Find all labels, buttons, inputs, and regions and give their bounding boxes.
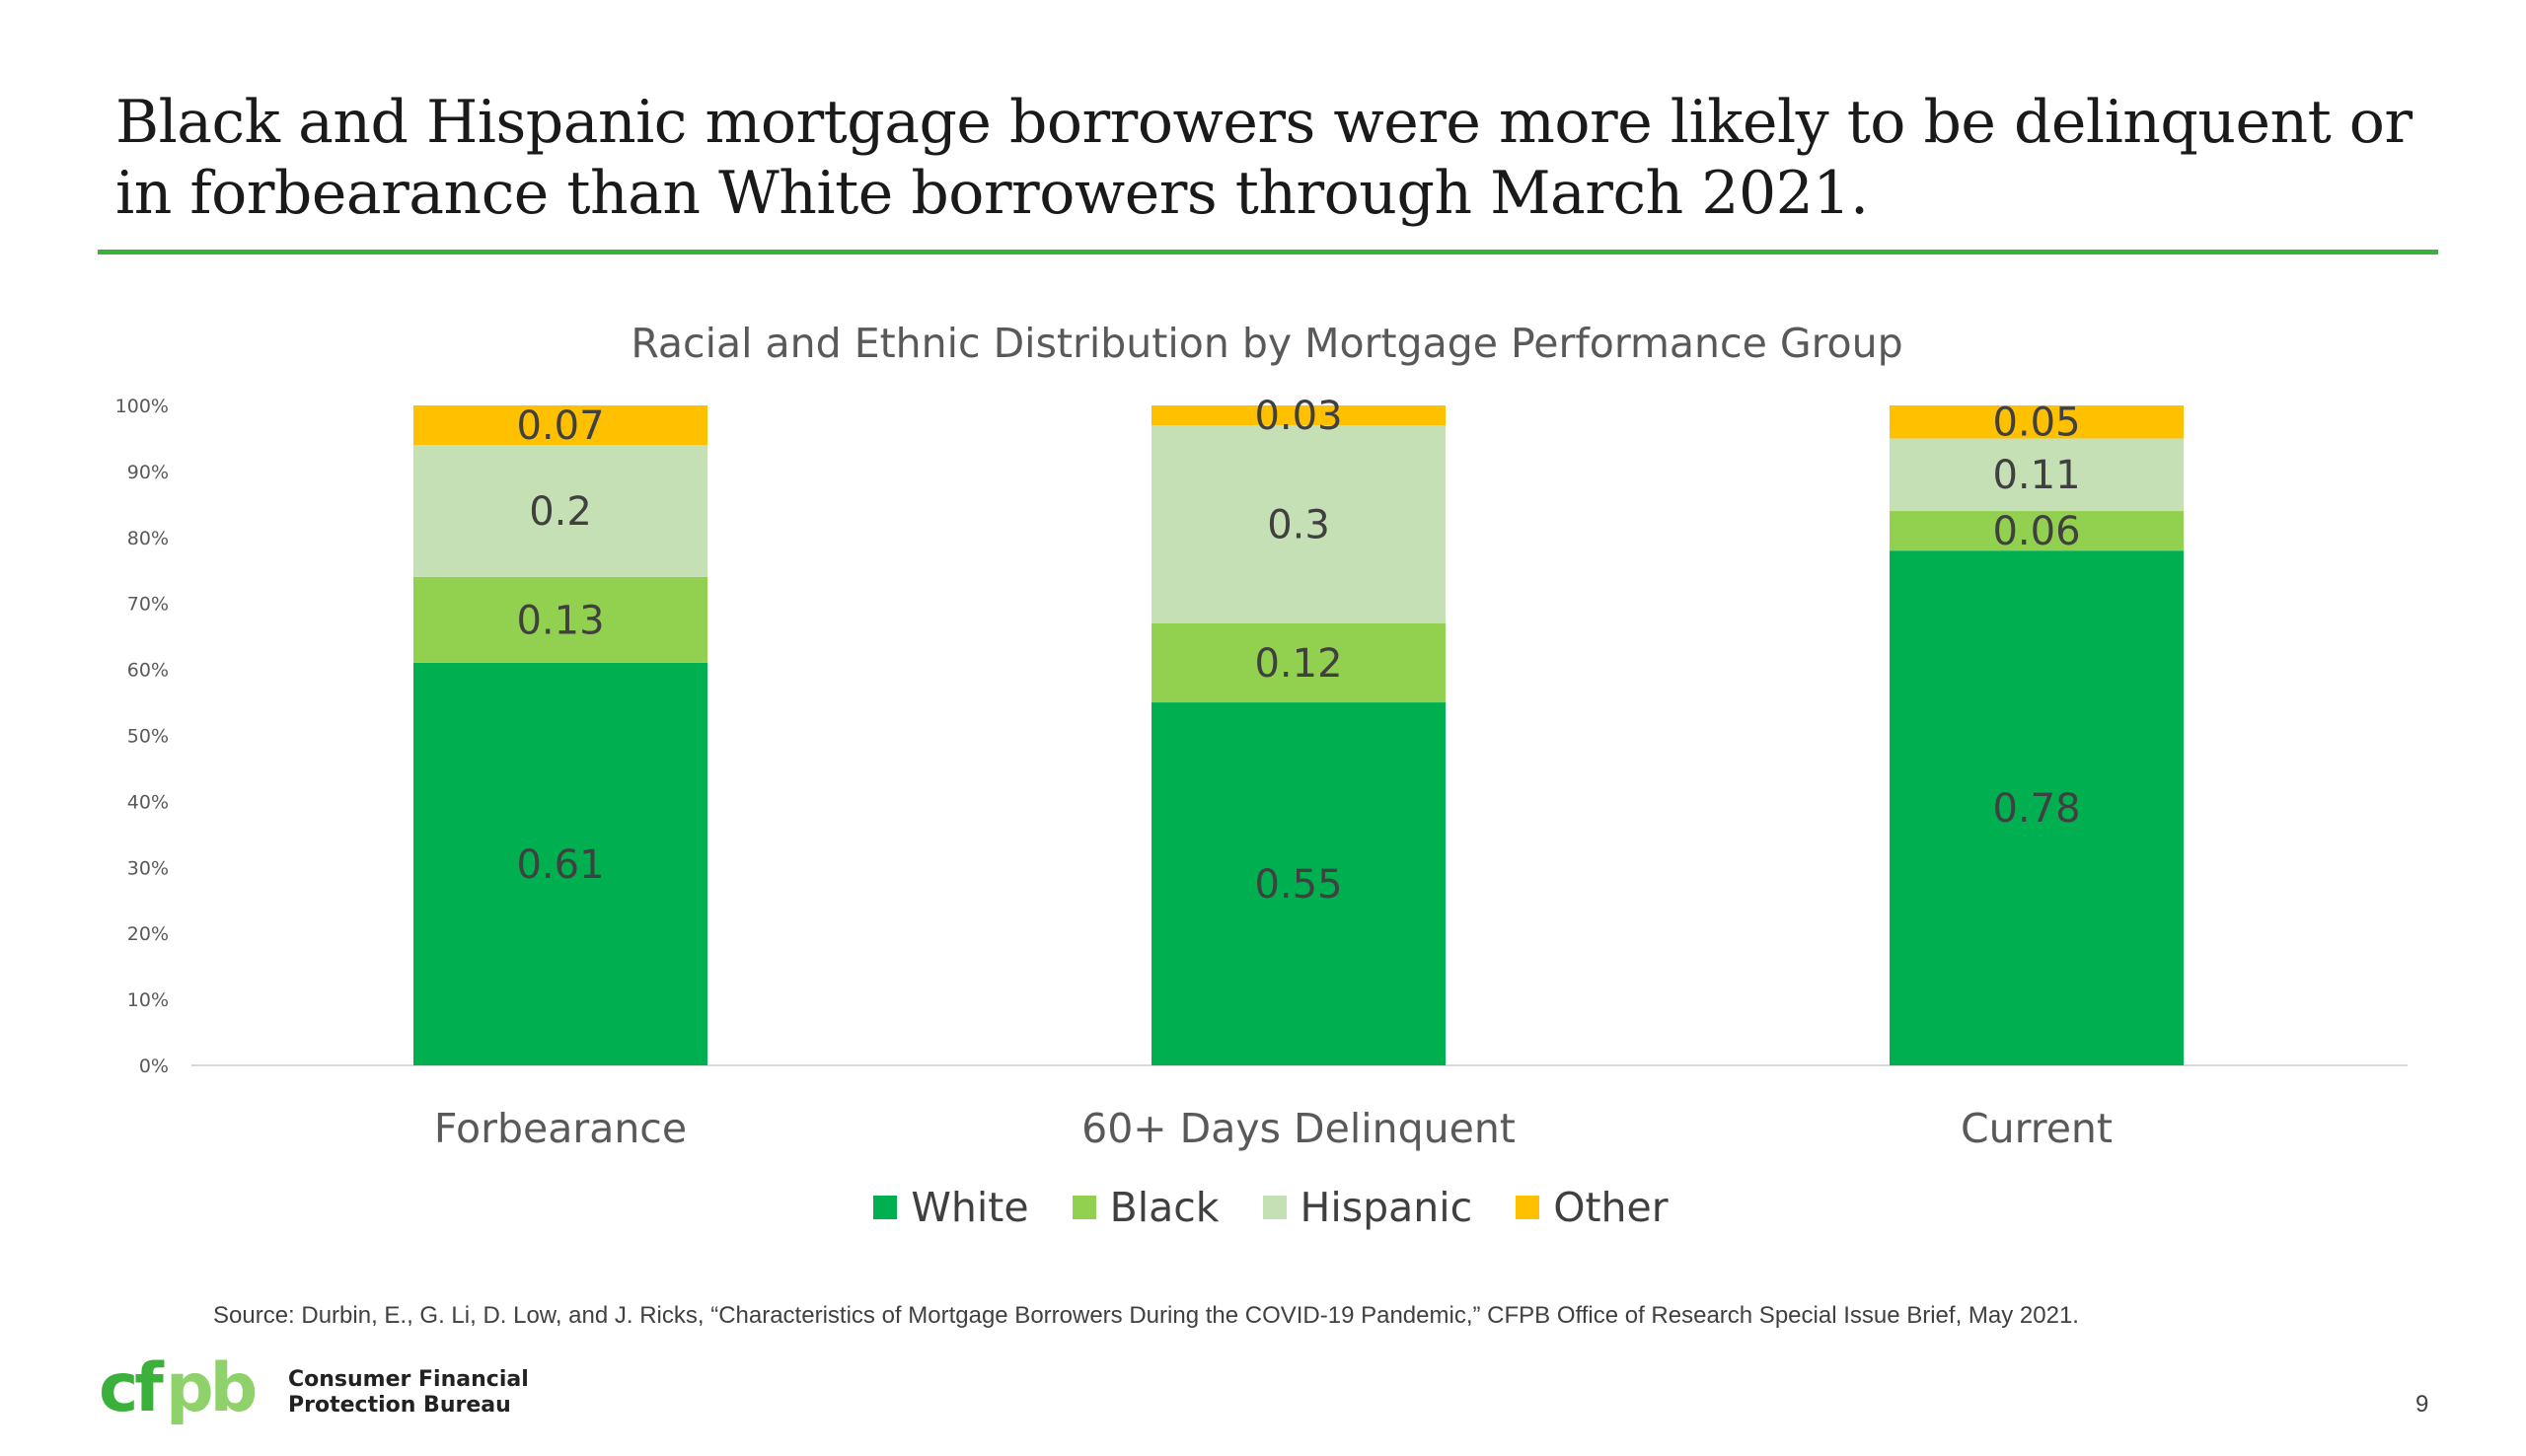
y-tick-label: 60% xyxy=(127,660,169,682)
data-label: 0.78 xyxy=(1992,786,2080,832)
y-axis: 0% 10% 20% 30% 40% 50% 60% 70% 80% 90% 100% xyxy=(115,396,169,1077)
legend-item-black: Black xyxy=(1072,1184,1220,1231)
y-tick-label: 70% xyxy=(127,594,169,616)
bar-segment-black xyxy=(1890,511,2184,551)
bar-segment-hispanic xyxy=(413,445,707,577)
bar-segment-other xyxy=(1890,405,2184,439)
legend-item-other: Other xyxy=(1516,1184,1669,1231)
legend-label: Other xyxy=(1553,1184,1669,1231)
logo-line-2: Protection Bureau xyxy=(288,1393,511,1418)
legend-label: Hispanic xyxy=(1300,1184,1473,1231)
y-tick-label: 50% xyxy=(127,726,169,748)
legend-swatch xyxy=(873,1196,898,1219)
svg-text:pb: pb xyxy=(166,1353,256,1427)
cfpb-logo: cf pb Consumer Financial Protection Bure… xyxy=(99,1353,529,1432)
source-citation: Source: Durbin, E., G. Li, D. Low, and J… xyxy=(213,1302,2079,1329)
data-label: 0.07 xyxy=(516,403,604,449)
page-number: 9 xyxy=(2415,1391,2429,1418)
bar-segment-white xyxy=(413,662,707,1065)
data-label: 0.3 xyxy=(1267,502,1330,547)
legend-swatch xyxy=(1516,1196,1540,1219)
bars: 0.61 0.13 0.2 0.07 0.55 0.12 0.3 0.03 0.78 0.06 0.… xyxy=(413,394,2184,1065)
y-tick-label: 30% xyxy=(127,857,169,879)
stacked-bar-chart: Racial and Ethnic Distribution by Mortga… xyxy=(115,320,2408,1152)
svg-text:cf: cf xyxy=(99,1353,165,1427)
data-label: 0.05 xyxy=(1992,400,2080,446)
logo-line-1: Consumer Financial xyxy=(288,1367,529,1392)
chart-title: Racial and Ethnic Distribution by Mortga… xyxy=(631,320,1902,367)
data-label: 0.11 xyxy=(1992,453,2080,498)
y-tick-label: 20% xyxy=(127,923,169,945)
cfpb-logo-text: Consumer Financial Protection Bureau xyxy=(288,1367,529,1419)
y-tick-label: 100% xyxy=(115,396,169,417)
y-tick-label: 80% xyxy=(127,528,169,549)
y-tick-label: 90% xyxy=(127,462,169,483)
title-divider xyxy=(98,250,2438,255)
bar-segment-black xyxy=(1152,622,1446,703)
legend-label: White xyxy=(911,1184,1029,1231)
x-axis: Forbearance 60+ Days Delinquent Current xyxy=(434,1105,2113,1152)
y-tick-label: 10% xyxy=(127,989,169,1011)
bar-segment-black xyxy=(413,576,707,663)
slide-title: Black and Hispanic mortgage borrowers we… xyxy=(115,88,2413,228)
legend-item-hispanic: Hispanic xyxy=(1262,1184,1473,1231)
data-label: 0.2 xyxy=(529,489,592,535)
data-label: 0.61 xyxy=(516,842,604,888)
x-category-label: 60+ Days Delinquent xyxy=(1081,1105,1516,1152)
bar-segment-hispanic xyxy=(1890,438,2184,512)
bar-segment-white xyxy=(1890,550,2184,1065)
y-tick-label: 0% xyxy=(139,1056,169,1077)
legend-swatch xyxy=(1262,1196,1287,1219)
bar-segment-hispanic xyxy=(1152,425,1446,623)
cfpb-logo-mark: cf pb xyxy=(99,1353,266,1432)
data-label: 0.13 xyxy=(516,598,604,643)
chart-legend: White Black Hispanic Other xyxy=(0,1184,2526,1231)
data-label: 0.03 xyxy=(1254,394,1342,439)
y-tick-label: 40% xyxy=(127,791,169,813)
x-category-label: Forbearance xyxy=(434,1105,687,1152)
legend-swatch xyxy=(1072,1196,1096,1219)
legend-label: Black xyxy=(1109,1184,1220,1231)
data-label: 0.06 xyxy=(1992,509,2080,554)
data-label: 0.55 xyxy=(1254,862,1342,908)
bar-segment-white xyxy=(1152,702,1446,1065)
x-category-label: Current xyxy=(1961,1105,2113,1152)
legend-item-white: White xyxy=(873,1184,1029,1231)
bar-segment-other xyxy=(413,405,707,446)
data-label: 0.12 xyxy=(1254,641,1342,687)
bar-segment-other xyxy=(1152,405,1446,426)
